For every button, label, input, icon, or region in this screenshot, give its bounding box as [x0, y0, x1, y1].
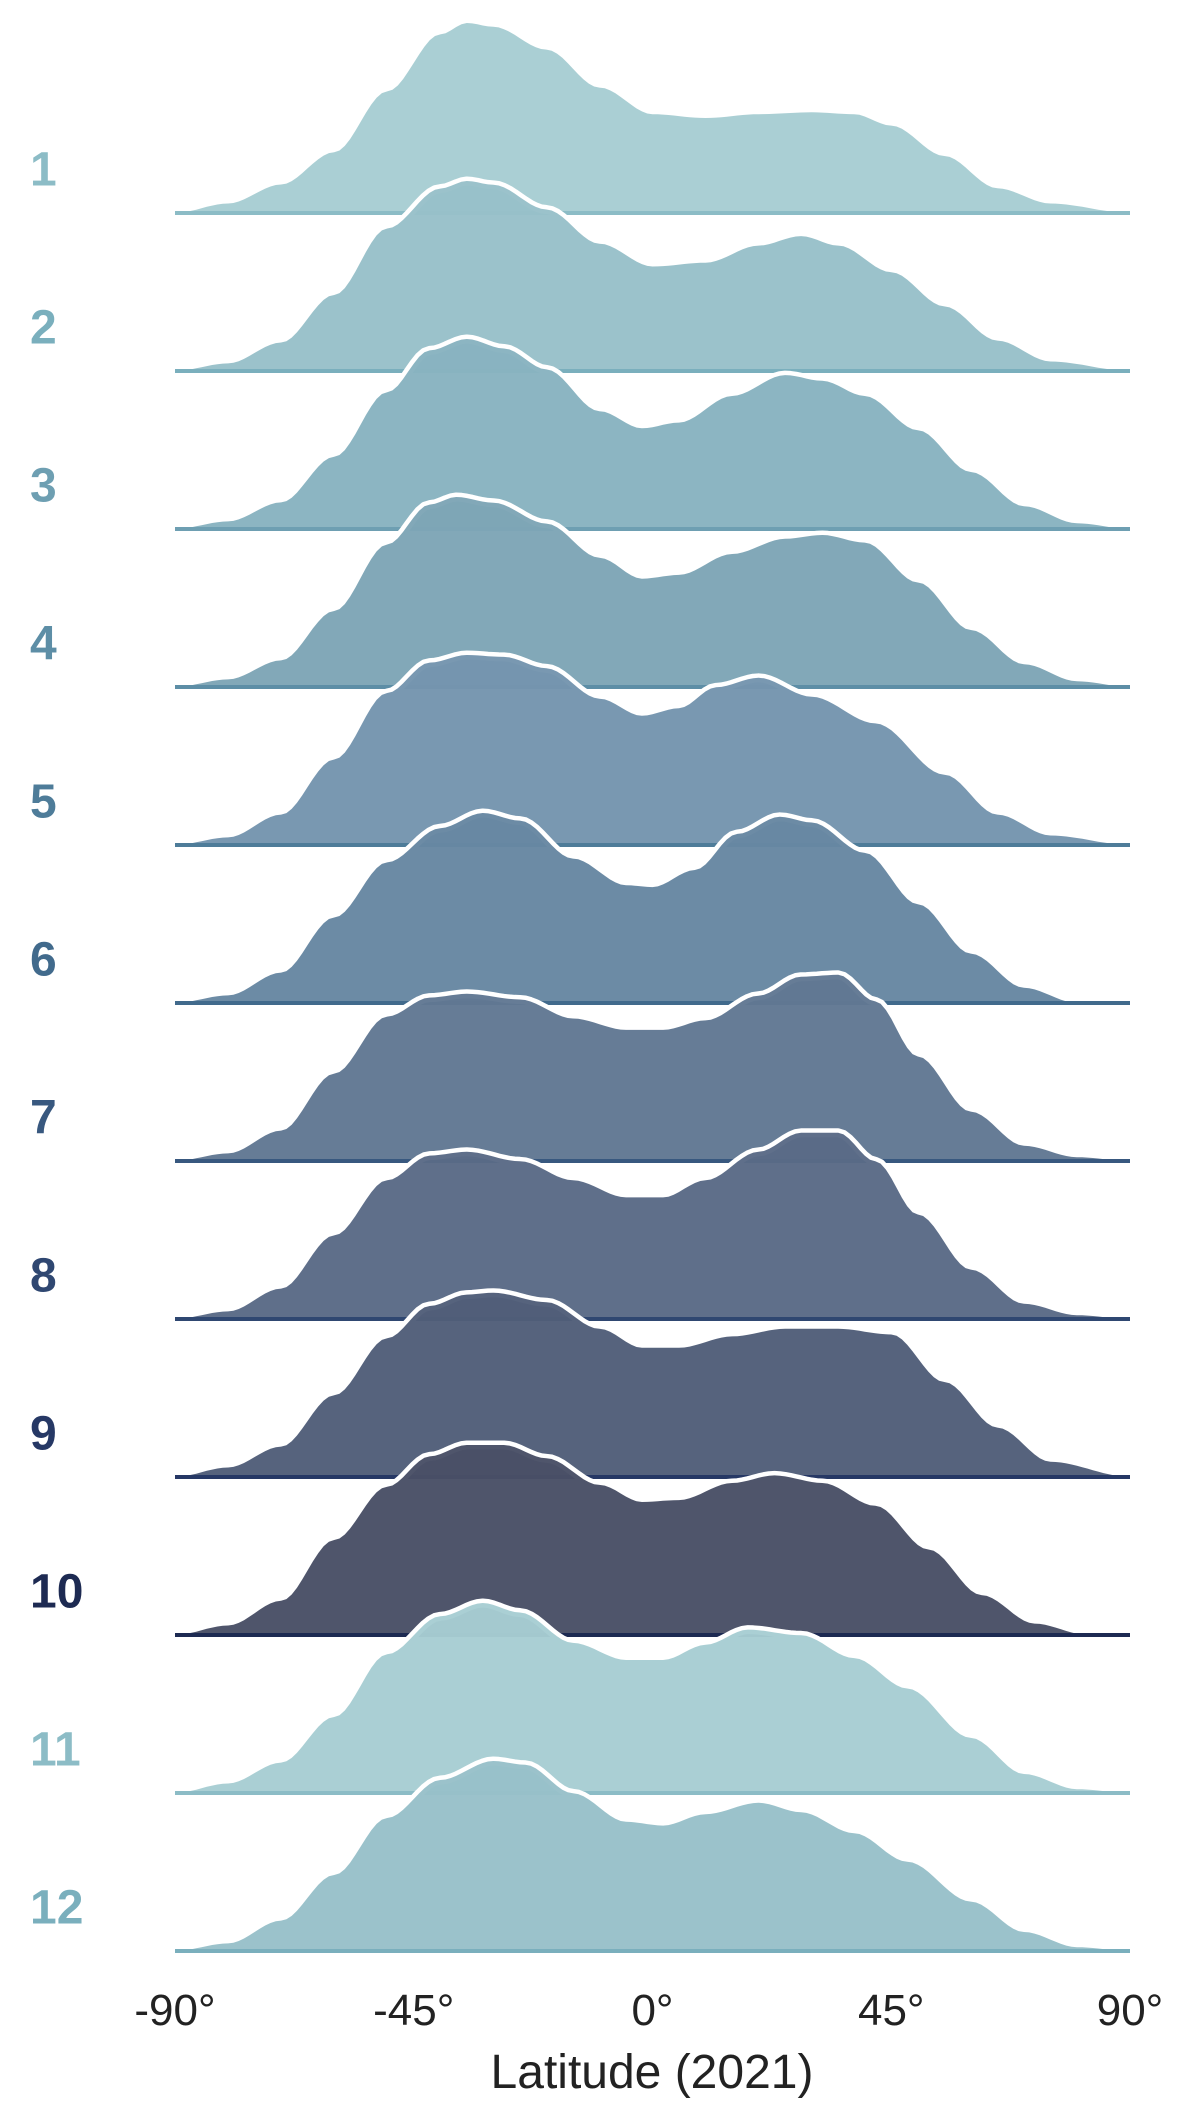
row-label-6: 6 [30, 934, 57, 987]
row-label-5: 5 [30, 776, 57, 829]
row-label-7: 7 [30, 1092, 57, 1145]
ridge-12 [174, 1756, 1131, 1956]
ridge-7 [174, 970, 1131, 1166]
x-tick-label: -45° [373, 1986, 454, 2035]
ridge-9 [174, 1288, 1131, 1482]
x-axis-title: Latitude (2021) [491, 2046, 814, 2099]
x-tick-label: 0° [631, 1986, 673, 2035]
row-label-8: 8 [30, 1250, 57, 1303]
ridge-area-4 [175, 497, 1130, 687]
ridge-area-3 [175, 339, 1130, 529]
ridge-4 [174, 492, 1131, 692]
ridge-area-7 [175, 974, 1130, 1161]
ridge-6 [174, 808, 1130, 1008]
x-tick-label: 90° [1097, 1986, 1164, 2035]
ridge-8 [174, 1128, 1131, 1324]
ridge-11 [174, 1598, 1131, 1798]
row-label-12: 12 [30, 1882, 83, 1935]
ridge-area-2 [175, 181, 1130, 371]
ridge-area-11 [175, 1603, 1130, 1793]
ridge-area-5 [175, 655, 1130, 845]
row-label-10: 10 [30, 1566, 83, 1619]
ridge-3 [174, 334, 1131, 534]
x-tick-label: -90° [134, 1986, 215, 2035]
ridge-area-12 [175, 1761, 1130, 1951]
ridge-area-8 [175, 1132, 1130, 1319]
row-label-9: 9 [30, 1408, 57, 1461]
x-tick-label: 45° [858, 1986, 925, 2035]
ridge-1 [174, 18, 1131, 218]
ridge-area-6 [175, 813, 1130, 1003]
ridge-10 [174, 1440, 1130, 1640]
ridge-area-10 [175, 1445, 1130, 1635]
row-label-3: 3 [30, 460, 57, 513]
row-label-2: 2 [30, 302, 57, 355]
row-label-1: 1 [30, 144, 57, 197]
ridge-5 [174, 650, 1131, 850]
ridge-2 [174, 176, 1131, 376]
x-axis: -90° -45° 0° 45° 90° [134, 1986, 1163, 2035]
row-label-4: 4 [30, 618, 57, 671]
ridge-area-1 [175, 23, 1130, 213]
row-label-11: 11 [30, 1724, 81, 1777]
ridge-area-9 [175, 1292, 1130, 1477]
